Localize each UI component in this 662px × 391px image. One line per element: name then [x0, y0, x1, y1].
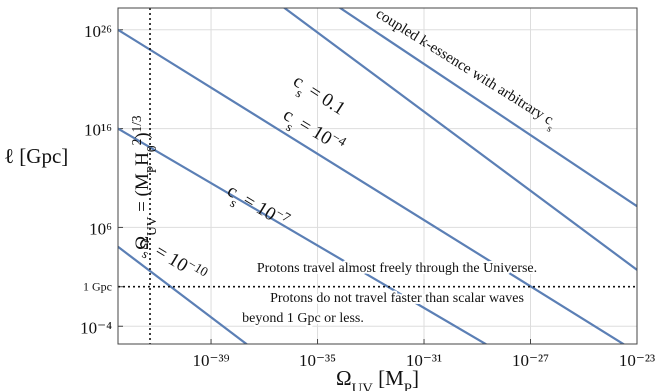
x-axis-label-part: UV	[352, 381, 374, 391]
x-tick-label: 10⁻³⁹	[193, 351, 230, 370]
annotation-part: 0	[144, 145, 159, 152]
annotation-part: beyond 1 Gpc or less.	[242, 311, 364, 326]
x-axis-label-part: Ω	[336, 366, 352, 390]
annotation-part: )	[132, 132, 153, 138]
annotation-part: = (M	[132, 173, 153, 217]
annotation: ΩUV = (MPH02)1/3	[129, 115, 159, 250]
annotation-part: UV	[144, 216, 159, 236]
annotation-part: s	[545, 123, 554, 134]
y-tick-label: 1 Gpc	[83, 280, 112, 294]
plot-area	[118, 8, 637, 344]
y-axis-label: ℓ [Gpc]	[4, 144, 68, 168]
x-tick-label: 10⁻²³	[619, 351, 655, 370]
annotation-part: Protons do not travel faster than scalar…	[270, 291, 524, 306]
x-tick-label: 10⁻³¹	[406, 351, 442, 370]
plot-frame	[117, 7, 638, 345]
y-tick-label: 10⁻⁴	[80, 318, 112, 337]
series-line	[118, 245, 249, 344]
y-tick-label: 10⁶	[89, 219, 112, 238]
x-tick-label: 10⁻²⁷	[512, 351, 549, 370]
x-axis-label-part: ]	[412, 366, 419, 390]
annotation-part: 2	[129, 139, 144, 146]
series-line	[118, 127, 488, 344]
x-axis-label-part: P	[404, 381, 412, 391]
annotation-part: P	[144, 166, 159, 173]
y-tick-label: 10¹⁶	[84, 121, 112, 140]
x-axis-label-part: [M	[373, 366, 404, 390]
annotation-part: H	[132, 152, 153, 166]
series-line	[118, 28, 626, 344]
x-tick-label: 10⁻³⁵	[299, 351, 336, 370]
annotation-part: 1/3	[129, 115, 144, 132]
annotation: beyond 1 Gpc or less.	[242, 311, 364, 326]
annotation-part: Protons travel almost freely through the…	[257, 261, 537, 276]
annotation-part: Ω	[132, 236, 153, 250]
x-axis-label: ΩUV [MP]	[336, 366, 419, 391]
series-line	[282, 8, 637, 271]
annotation: Protons travel almost freely through the…	[257, 261, 537, 276]
y-axis-label-part: ℓ [Gpc]	[4, 144, 68, 168]
series-line	[338, 8, 637, 208]
annotation: Protons do not travel faster than scalar…	[270, 291, 524, 306]
y-tick-label: 10²⁶	[84, 22, 112, 41]
